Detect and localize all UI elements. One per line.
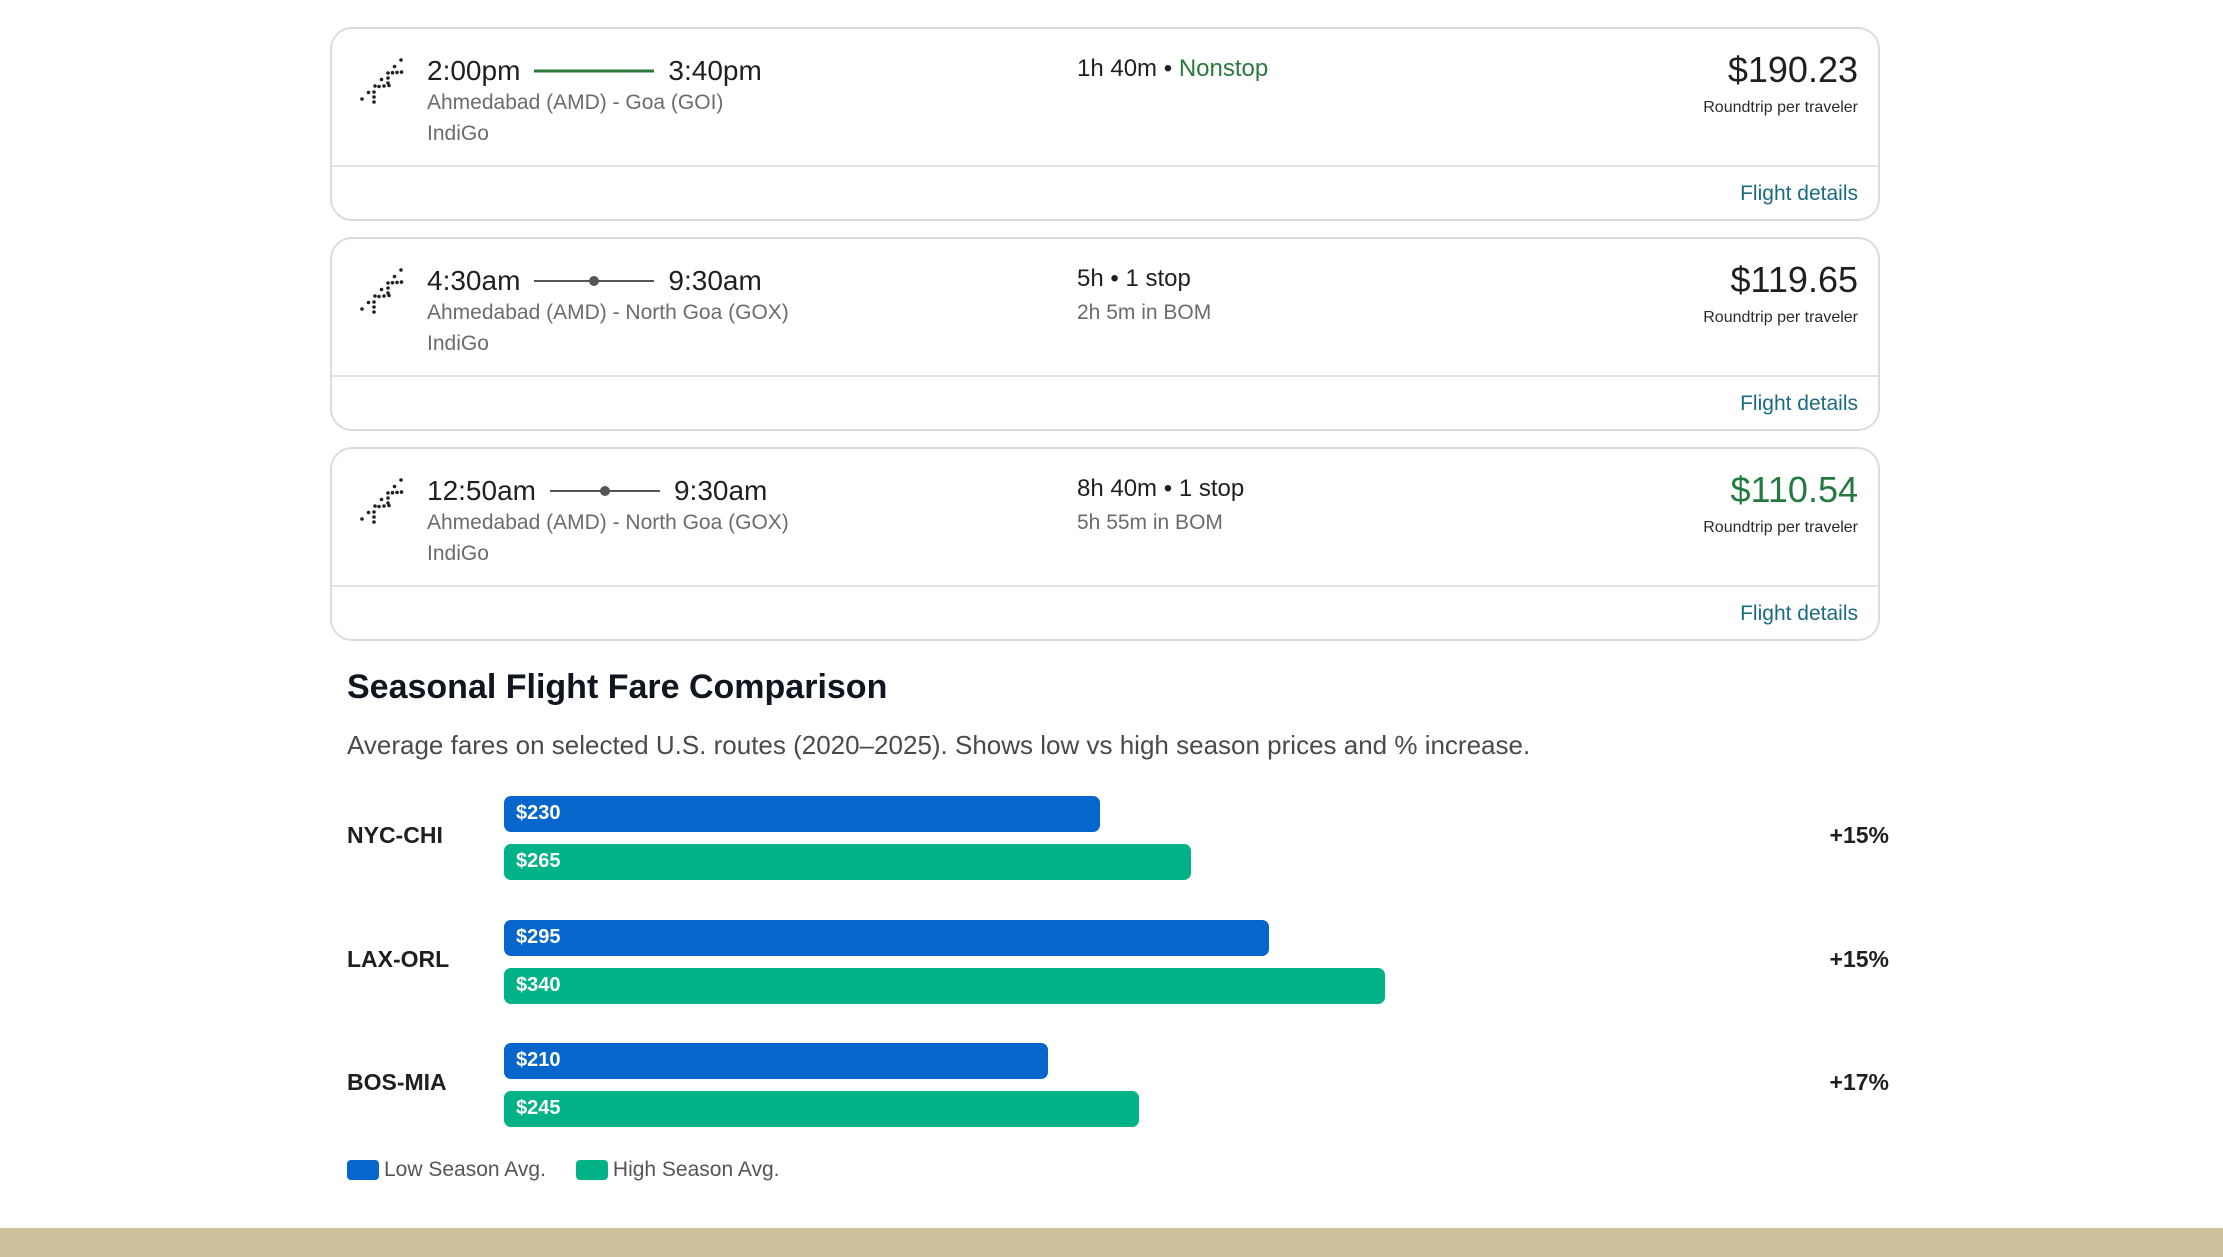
price-note: Roundtrip per traveler [1703, 309, 1858, 326]
flight-duration: 5h • 1 stop [1077, 265, 1191, 292]
legend-swatch [575, 1160, 608, 1180]
arrive-time: 3:40pm [668, 55, 762, 86]
flight-times: 12:50am 9:30am [427, 471, 767, 511]
nonstop-line-icon [534, 69, 655, 73]
flight-card[interactable]: 4:30am 9:30am Ahmedabad (AMD) - North Go… [330, 237, 1880, 431]
chart-legend: Low Season Avg. High Season Avg. [347, 1158, 809, 1182]
duration-value: 8h 40m [1077, 475, 1158, 502]
stop-count: 1 stop [1125, 265, 1191, 292]
legend-swatch [347, 1160, 379, 1180]
flight-card-summary[interactable]: 2:00pm 3:40pm Ahmedabad (AMD) - Goa (GOI… [332, 29, 1878, 167]
flight-route: Ahmedabad (AMD) - Goa (GOI) [427, 91, 724, 114]
arrive-time: 9:30am [668, 265, 762, 296]
layover-info: 2h 5m in BOM [1077, 301, 1212, 324]
fare-comparison-subtitle: Average fares on selected U.S. routes (2… [347, 730, 1531, 760]
flight-duration: 1h 40m • Nonstop [1077, 55, 1269, 82]
high-season-bar: $265 [504, 844, 1191, 880]
legend-item: Low Season Avg. [347, 1158, 546, 1182]
low-season-bar: $230 [504, 796, 1100, 832]
arrive-time: 9:30am [673, 475, 768, 506]
route-label: BOS-MIA [347, 1069, 447, 1095]
fare-comparison-section: Seasonal Flight Fare Comparison Average … [347, 668, 1889, 1181]
price: $110.54 [1730, 469, 1858, 510]
flight-card-summary[interactable]: 12:50am 9:30am Ahmedabad (AMD) - North G… [332, 449, 1878, 587]
one-stop-line-icon [549, 486, 660, 496]
flight-duration: 8h 40m • 1 stop [1077, 475, 1245, 502]
legend-item: High Season Avg. [575, 1158, 780, 1182]
flight-details-link[interactable]: Flight details [1740, 182, 1858, 205]
duration-value: 1h 40m [1077, 55, 1158, 82]
flight-details-link[interactable]: Flight details [1740, 392, 1858, 415]
flight-details-link[interactable]: Flight details [1740, 602, 1858, 625]
high-season-bar: $245 [504, 1091, 1139, 1127]
price: $119.65 [1730, 259, 1858, 300]
footer-band [0, 1228, 2223, 1257]
flight-results-list: 2:00pm 3:40pm Ahmedabad (AMD) - Goa (GOI… [330, 27, 1880, 657]
low-season-bar: $295 [504, 920, 1269, 956]
one-stop-line-icon [534, 276, 655, 286]
legend-label: Low Season Avg. [384, 1158, 546, 1181]
price-note: Roundtrip per traveler [1703, 99, 1858, 116]
percent-increase: +17% [1829, 1069, 1889, 1095]
flight-card-summary[interactable]: 4:30am 9:30am Ahmedabad (AMD) - North Go… [332, 239, 1878, 377]
legend-label: High Season Avg. [612, 1158, 780, 1181]
price: $190.23 [1727, 49, 1858, 90]
route-label: LAX-ORL [347, 946, 450, 972]
indigo-logo-icon [360, 268, 404, 314]
indigo-logo-icon [360, 58, 404, 104]
flight-route: Ahmedabad (AMD) - North Goa (GOX) [427, 511, 789, 534]
stop-count: Nonstop [1178, 55, 1269, 82]
low-season-bar: $210 [504, 1043, 1048, 1079]
route-label: NYC-CHI [347, 822, 443, 848]
layover-info: 5h 55m in BOM [1077, 511, 1223, 534]
depart-time: 4:30am [427, 265, 521, 296]
indigo-logo-icon [360, 478, 404, 524]
depart-time: 2:00pm [427, 55, 521, 86]
flight-card[interactable]: 2:00pm 3:40pm Ahmedabad (AMD) - Goa (GOI… [330, 27, 1880, 221]
price-note: Roundtrip per traveler [1703, 519, 1858, 536]
flight-times: 4:30am 9:30am [427, 261, 762, 301]
bar-value-label: $265 [516, 850, 561, 872]
high-season-bar: $340 [504, 968, 1385, 1004]
bar-value-label: $295 [516, 926, 561, 948]
flight-times: 2:00pm 3:40pm [427, 51, 762, 91]
fare-comparison-title: Seasonal Flight Fare Comparison [347, 668, 888, 706]
duration-value: 5h [1077, 265, 1104, 292]
bar-value-label: $245 [516, 1097, 561, 1119]
stop-count: 1 stop [1178, 475, 1245, 502]
percent-increase: +15% [1829, 946, 1889, 972]
percent-increase: +15% [1829, 822, 1889, 848]
fare-bar-chart: NYC-CHI $230 $265 +15% LAX-ORL $295 $340 +15% BO… [347, 796, 1889, 1136]
depart-time: 12:50am [427, 475, 536, 506]
airline-name: IndiGo [427, 542, 489, 565]
flight-route: Ahmedabad (AMD) - North Goa (GOX) [427, 301, 789, 324]
airline-name: IndiGo [427, 332, 489, 355]
flight-card[interactable]: 12:50am 9:30am Ahmedabad (AMD) - North G… [330, 447, 1880, 641]
bar-value-label: $210 [516, 1049, 561, 1071]
bar-value-label: $230 [516, 802, 561, 824]
airline-name: IndiGo [427, 122, 489, 145]
bar-value-label: $340 [516, 974, 561, 996]
